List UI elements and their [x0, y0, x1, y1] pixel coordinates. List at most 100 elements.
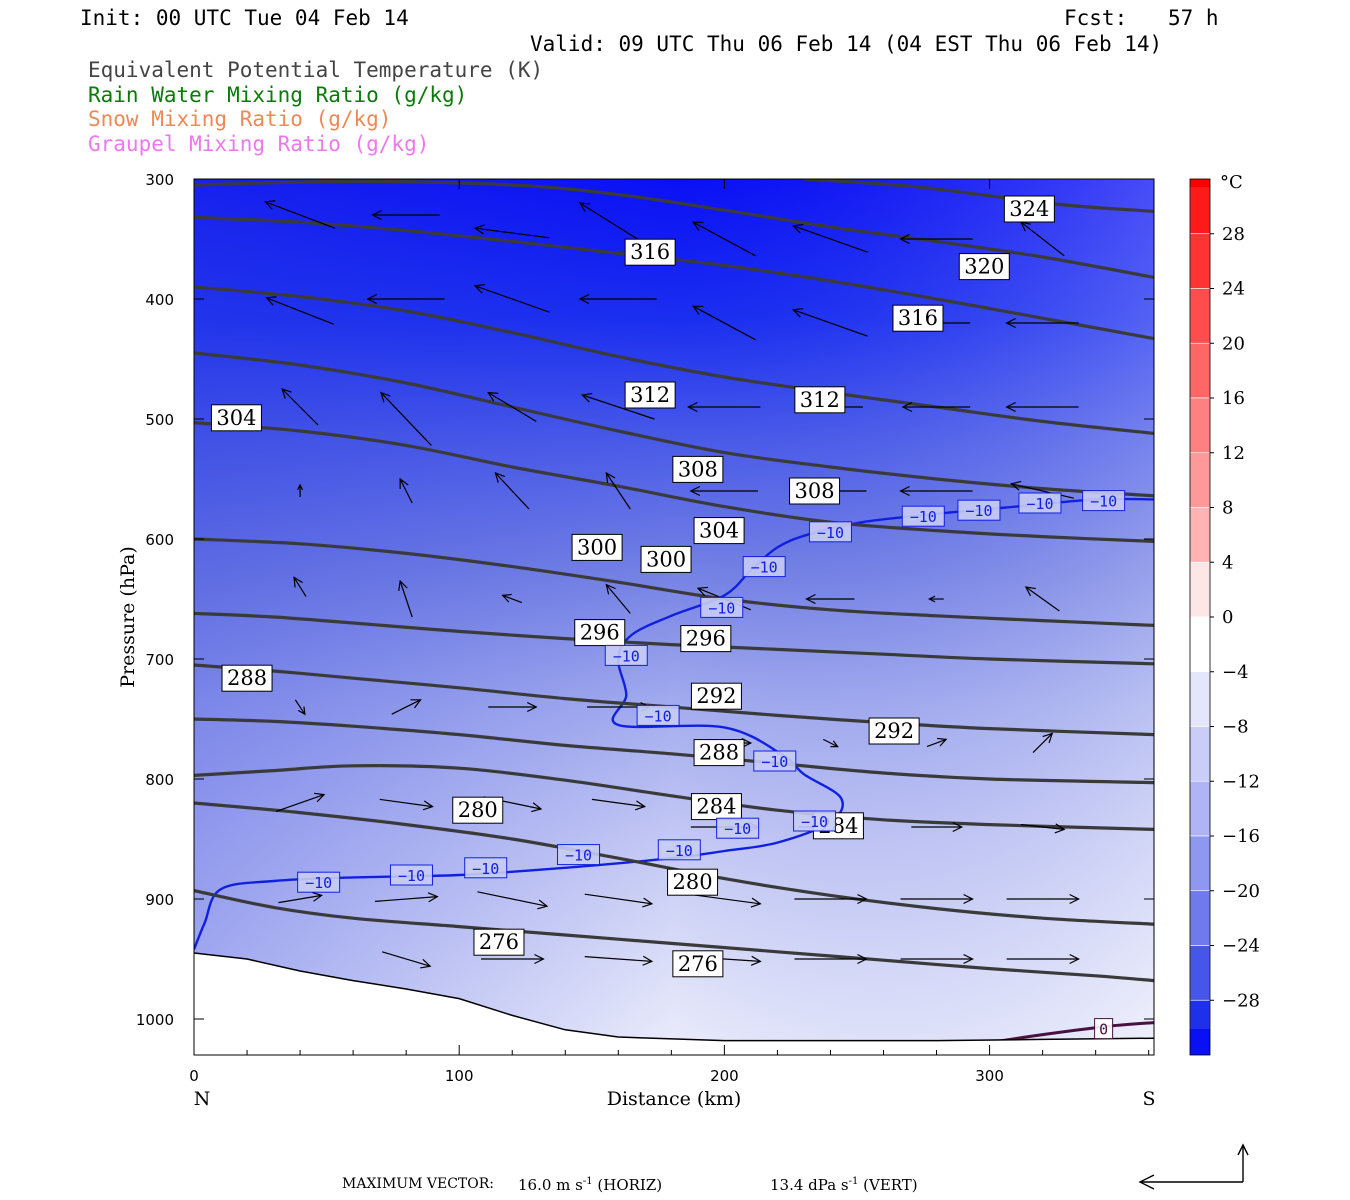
svg-text:−10: −10	[965, 502, 992, 520]
wind-vector	[927, 595, 944, 603]
svg-text:−10: −10	[613, 647, 640, 665]
wind-vector	[1005, 401, 1079, 413]
colorbar-band	[1189, 178, 1211, 235]
svg-text:276: 276	[479, 930, 519, 954]
temperature-label: −10	[1018, 492, 1062, 514]
wind-vector	[477, 891, 549, 910]
reference-vector-icon	[1138, 1143, 1249, 1190]
theta-e-contour-280	[194, 801, 1154, 926]
theta-e-label: 276	[473, 928, 525, 956]
wind-vector	[689, 485, 758, 497]
horiz-unit: (HORIZ)	[597, 1176, 663, 1194]
temperature-label: 0	[1094, 1018, 1114, 1040]
wind-vector	[900, 893, 974, 905]
svg-text:304: 304	[699, 519, 739, 543]
theta-e-label: 280	[667, 868, 719, 896]
wind-vector	[794, 953, 868, 965]
colorbar-band	[1189, 397, 1211, 454]
svg-text:308: 308	[795, 479, 835, 503]
theta-e-contour-300	[194, 537, 1154, 627]
temperature-label: −10	[297, 871, 341, 893]
wind-vector	[473, 283, 550, 313]
colorbar-band	[1189, 233, 1211, 289]
wind-vector	[1010, 480, 1074, 499]
max-vector-vert: 13.4 dPa s-1 (VERT)	[770, 1176, 918, 1194]
wind-vector	[591, 798, 647, 811]
y-tick-label: 500	[145, 411, 174, 429]
temperature-label: −10	[557, 844, 601, 866]
wind-vector	[791, 223, 868, 253]
colorbar-cap-bottom	[1190, 1029, 1210, 1055]
temperature-label: −10	[389, 864, 433, 886]
colorbar-tick-label: 12	[1222, 443, 1245, 464]
theta-e-contour-276	[194, 889, 1154, 983]
wind-vector	[1006, 893, 1080, 905]
y-tick-label: 1000	[136, 1011, 174, 1029]
colorbar-tick-label: −28	[1222, 990, 1260, 1011]
colorbar-tick-label: −24	[1222, 936, 1260, 957]
legend-graupel: Graupel Mixing Ratio (g/kg)	[88, 132, 430, 156]
theta-e-contour-308	[194, 351, 1154, 498]
theta-e-contour-288	[194, 717, 1154, 785]
x-tick-label: 0	[189, 1067, 199, 1085]
temperature-label: −10	[753, 750, 797, 772]
svg-text:−10: −10	[724, 820, 751, 838]
temperature-label: −10	[742, 556, 786, 578]
wind-vector	[264, 200, 336, 229]
colorbar-band	[1189, 507, 1211, 563]
svg-text:288: 288	[227, 666, 267, 690]
y-axis-label: Pressure (hPa)	[117, 546, 139, 688]
temperature-label: −10	[1082, 490, 1126, 512]
x-tick-label: 200	[710, 1067, 739, 1085]
colorbar-tick-label: 20	[1222, 333, 1245, 354]
wind-vector	[687, 401, 761, 413]
colorbar-band	[1189, 288, 1211, 344]
svg-text:−10: −10	[817, 524, 844, 542]
svg-text:296: 296	[580, 621, 620, 645]
wind-vector	[900, 953, 974, 965]
vert-exponent: -1	[848, 1176, 859, 1187]
legend-theta-e: Equivalent Potential Temperature (K)	[88, 58, 544, 82]
temperature-label: −10	[657, 839, 701, 861]
theta-e-contour-296	[194, 611, 1154, 666]
y-tick-label: 300	[145, 171, 174, 189]
wind-vector	[366, 293, 445, 305]
y-tick-label: 900	[145, 891, 174, 909]
north-label: N	[194, 1088, 211, 1110]
theta-e-contour-312	[194, 285, 1154, 435]
wind-vector	[297, 483, 304, 497]
vert-value: 13.4 dPa s	[770, 1176, 849, 1194]
y-tick-label: 600	[145, 531, 174, 549]
wind-vector	[899, 485, 973, 497]
wind-vector	[692, 221, 756, 257]
wind-vector	[791, 307, 868, 337]
wind-vector	[265, 296, 334, 325]
wind-vector	[578, 293, 657, 305]
colorbar-tick-label: −8	[1222, 717, 1249, 738]
svg-text:−10: −10	[708, 599, 735, 617]
legend-rain-water: Rain Water Mixing Ratio (g/kg)	[88, 83, 468, 107]
temperature-label: −10	[808, 521, 852, 543]
temperature-label: −10	[464, 857, 508, 879]
colorbar-tick-label: −16	[1222, 826, 1260, 847]
theta-e-label: 288	[221, 664, 273, 692]
svg-text:−10: −10	[1026, 495, 1053, 513]
wind-vector	[398, 579, 413, 618]
wind-vector	[926, 737, 948, 748]
svg-text:−10: −10	[910, 508, 937, 526]
theta-e-label: 304	[693, 517, 745, 545]
x-axis-label: Distance (km)	[607, 1088, 742, 1110]
wind-vector	[488, 701, 538, 713]
wind-vector	[473, 224, 550, 239]
temperature-label: −10	[957, 499, 1001, 521]
wind-vector	[584, 955, 654, 966]
temperature-label: −10	[636, 704, 680, 726]
wind-vector	[794, 893, 868, 905]
wind-vector	[380, 391, 432, 446]
colorbar-tick-label: 24	[1222, 279, 1245, 300]
theta-e-contour-324	[803, 179, 1154, 213]
theta-e-label: 284	[690, 793, 742, 821]
svg-text:300: 300	[646, 547, 686, 571]
wind-vector	[481, 953, 545, 965]
